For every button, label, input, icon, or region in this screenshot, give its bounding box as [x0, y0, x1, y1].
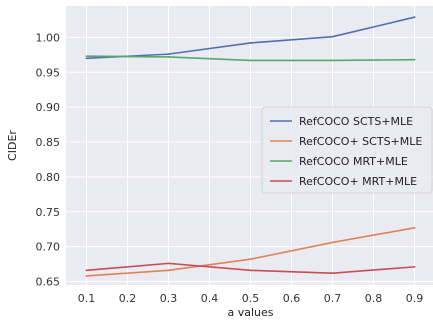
- y-tick-label: 0.85: [36, 136, 61, 149]
- data-point: [249, 269, 252, 272]
- data-point: [331, 272, 334, 275]
- legend-label: RefCOCO+ MRT+MLE: [299, 175, 417, 188]
- series-lines: [85, 16, 416, 277]
- x-tick-label: 0.6: [283, 292, 301, 305]
- y-tick-label: 1.00: [36, 31, 61, 44]
- x-tick-label: 0.8: [365, 292, 383, 305]
- data-point: [85, 275, 88, 277]
- data-point: [167, 262, 170, 265]
- x-tick-label: 0.2: [119, 292, 137, 305]
- x-tick-label: 0.3: [160, 292, 178, 305]
- data-point: [413, 226, 416, 229]
- legend-label: RefCOCO MRT+MLE: [299, 155, 408, 168]
- data-point: [331, 241, 334, 244]
- y-tick-label: 0.80: [36, 171, 61, 184]
- y-tick-label: 0.95: [36, 66, 61, 79]
- y-tick-label: 0.70: [36, 241, 61, 254]
- data-point: [249, 258, 252, 261]
- y-tick-label: 0.75: [36, 206, 61, 219]
- y-tick-label: 0.65: [36, 276, 61, 289]
- x-tick-labels: 0.1 0.2 0.3 0.4 0.5 0.6 0.7 0.8 0.9: [78, 292, 424, 305]
- x-axis-label: a values: [227, 306, 273, 319]
- y-axis-label: CIDEr: [6, 130, 19, 161]
- x-tick-label: 0.7: [324, 292, 342, 305]
- x-tick-label: 0.5: [242, 292, 260, 305]
- data-point: [331, 59, 334, 62]
- data-point: [413, 265, 416, 268]
- data-point: [85, 269, 88, 272]
- legend: RefCOCO SCTS+MLE RefCOCO+ SCTS+MLE RefCOCO…: [261, 106, 433, 194]
- x-tick-label: 0.9: [406, 292, 424, 305]
- legend-label: RefCOCO SCTS+MLE: [299, 115, 413, 128]
- data-point: [331, 35, 334, 38]
- legend-label: RefCOCO+ SCTS+MLE: [299, 135, 422, 148]
- data-point: [249, 59, 252, 62]
- data-point: [413, 58, 416, 61]
- data-point: [85, 55, 88, 58]
- data-point: [167, 56, 170, 58]
- x-tick-label: 0.1: [78, 292, 96, 305]
- data-point: [167, 269, 170, 272]
- y-tick-labels: 0.65 0.70 0.75 0.80 0.85 0.90 0.95 1.00: [36, 31, 61, 288]
- x-tick-label: 0.4: [201, 292, 219, 305]
- data-point: [167, 53, 170, 56]
- data-point: [413, 16, 416, 19]
- legend-box: [261, 106, 433, 194]
- data-point: [85, 57, 88, 60]
- data-point: [249, 42, 252, 44]
- y-tick-label: 0.90: [36, 101, 61, 114]
